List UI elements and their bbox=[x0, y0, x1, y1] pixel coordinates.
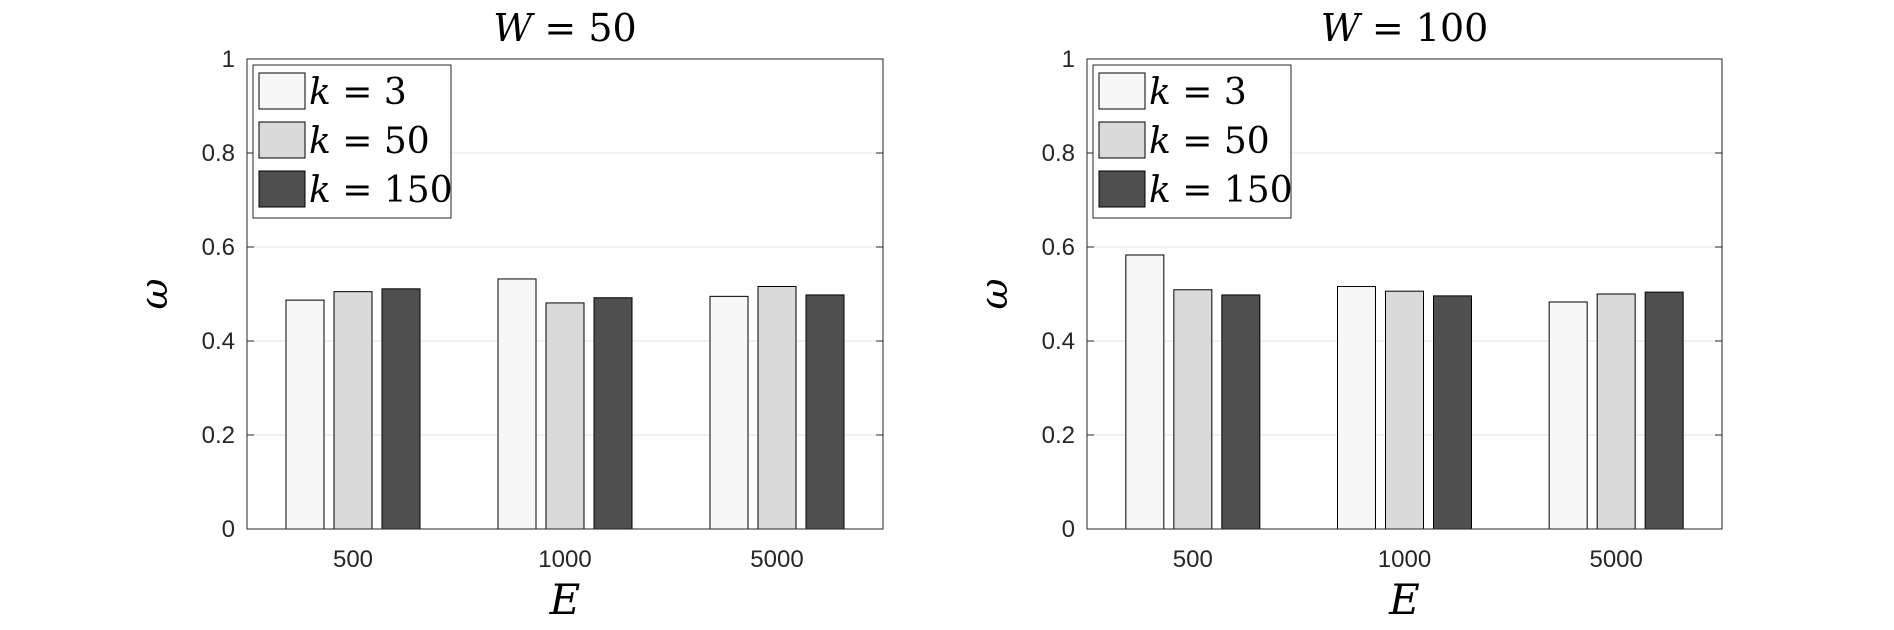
x-tick-label: 500 bbox=[333, 546, 373, 573]
y-tick-label: 0.6 bbox=[1042, 234, 1075, 261]
bar-k150-500 bbox=[381, 288, 421, 530]
legend-swatch bbox=[258, 121, 306, 159]
x-tick-label: 1000 bbox=[538, 546, 591, 573]
bar-k50-5000 bbox=[1596, 293, 1636, 530]
legend-swatch bbox=[1098, 121, 1146, 159]
axes-box bbox=[1086, 58, 1723, 530]
y-tick-label: 0.6 bbox=[202, 234, 235, 261]
y-tick-label: 0 bbox=[222, 516, 235, 543]
y-tick-label: 0.4 bbox=[1042, 328, 1075, 355]
bar-k3-500 bbox=[1125, 254, 1165, 530]
bar-k50-1000 bbox=[1385, 290, 1424, 530]
x-tick-label: 5000 bbox=[750, 546, 803, 573]
y-tick-label: 1 bbox=[1062, 46, 1075, 73]
bar-k150-5000 bbox=[805, 294, 845, 530]
legend-label: k = 3 bbox=[309, 72, 407, 113]
y-tick-label: 0.8 bbox=[202, 140, 235, 167]
legend-label: k = 150 bbox=[309, 170, 453, 211]
legend-label: k = 50 bbox=[1149, 121, 1270, 162]
x-axis-label: E bbox=[1388, 575, 1420, 624]
legend-label: k = 50 bbox=[309, 121, 430, 162]
bar-k150-500 bbox=[1221, 294, 1261, 530]
x-tick-label: 5000 bbox=[1589, 546, 1642, 573]
y-tick-label: 0 bbox=[1062, 516, 1075, 543]
legend-swatch bbox=[258, 72, 306, 110]
legend: k = 3 k = 50 k = 150 bbox=[252, 64, 453, 219]
y-axis-label: ω bbox=[132, 279, 176, 310]
legend-swatch bbox=[1098, 72, 1146, 110]
y-tick-label: 1 bbox=[222, 46, 235, 73]
y-tick-label: 0.4 bbox=[202, 328, 235, 355]
bar-k50-500 bbox=[333, 291, 373, 530]
bar-k3-5000 bbox=[1548, 301, 1588, 530]
bar-k50-500 bbox=[1173, 289, 1213, 530]
bar-k3-5000 bbox=[709, 295, 749, 530]
bar-k150-5000 bbox=[1644, 291, 1684, 530]
legend-swatch bbox=[258, 170, 306, 208]
legend-label: k = 150 bbox=[1149, 170, 1293, 211]
y-tick-label: 0.2 bbox=[1042, 422, 1075, 449]
x-axis-label: E bbox=[549, 575, 581, 624]
legend: k = 3 k = 50 k = 150 bbox=[1092, 64, 1293, 219]
chart-title: W = 100 bbox=[1321, 6, 1489, 50]
bar-k150-1000 bbox=[1433, 295, 1472, 530]
bar-k50-1000 bbox=[545, 302, 585, 530]
bar-k3-1000 bbox=[1337, 285, 1376, 530]
x-tick-label: 1000 bbox=[1378, 546, 1431, 573]
bar-k50-5000 bbox=[757, 285, 797, 530]
bar-k150-1000 bbox=[593, 297, 633, 530]
y-tick-label: 0.8 bbox=[1042, 140, 1075, 167]
y-tick-label: 0.2 bbox=[202, 422, 235, 449]
y-axis-label: ω bbox=[972, 279, 1016, 310]
bar-k3-1000 bbox=[497, 278, 537, 530]
chart-title: W = 50 bbox=[493, 6, 636, 50]
x-tick-label: 500 bbox=[1173, 546, 1213, 573]
legend-swatch bbox=[1098, 170, 1146, 208]
legend-label: k = 3 bbox=[1149, 72, 1247, 113]
bar-k3-500 bbox=[285, 299, 325, 530]
axes-box bbox=[246, 58, 884, 530]
